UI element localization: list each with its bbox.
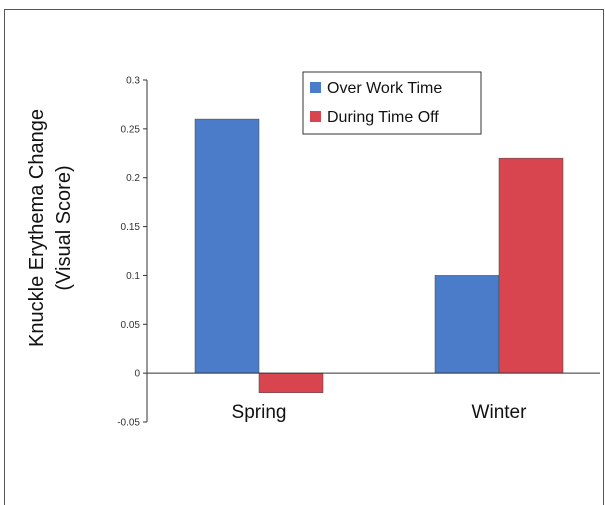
bar-spring-over-work-time (194, 118, 260, 374)
axes-group (146, 80, 600, 422)
y-axis-label-line2: (Visual Score) (53, 165, 75, 290)
y-axis-label-line1: Knuckle Erythema Change (26, 109, 48, 347)
y-tick-label: 0.1 (126, 271, 140, 282)
y-tick-label: 0.05 (121, 320, 141, 331)
y-tick-label: 0.25 (121, 124, 141, 135)
x-category-label-spring: Spring (232, 402, 287, 423)
legend-label-during-time-off: During Time Off (327, 109, 439, 126)
bars-group (194, 118, 564, 393)
legend-swatch-over-work-time (310, 82, 321, 93)
y-tick-label: 0.2 (126, 173, 140, 184)
y-ticks-group: -0.05 0 0.05 0.1 0.15 0.2 0.25 0.3 (117, 76, 147, 429)
y-tick-label: -0.05 (117, 418, 140, 429)
legend: Over Work Time During Time Off (302, 71, 482, 135)
bar-spring-during-time-off (258, 372, 324, 393)
legend-swatch-during-time-off (310, 111, 321, 122)
y-tick-label: 0 (134, 369, 140, 380)
y-tick-label: 0.3 (126, 76, 140, 87)
legend-box (302, 71, 482, 135)
bar-winter-during-time-off (498, 157, 564, 374)
y-axis-label: Knuckle Erythema Change (Visual Score) (26, 109, 75, 347)
legend-label-over-work-time: Over Work Time (327, 80, 442, 97)
x-category-labels: Spring Winter (232, 402, 528, 423)
y-tick-label: 0.15 (121, 222, 141, 233)
bar-winter-over-work-time (434, 275, 500, 374)
x-category-label-winter: Winter (472, 402, 528, 423)
